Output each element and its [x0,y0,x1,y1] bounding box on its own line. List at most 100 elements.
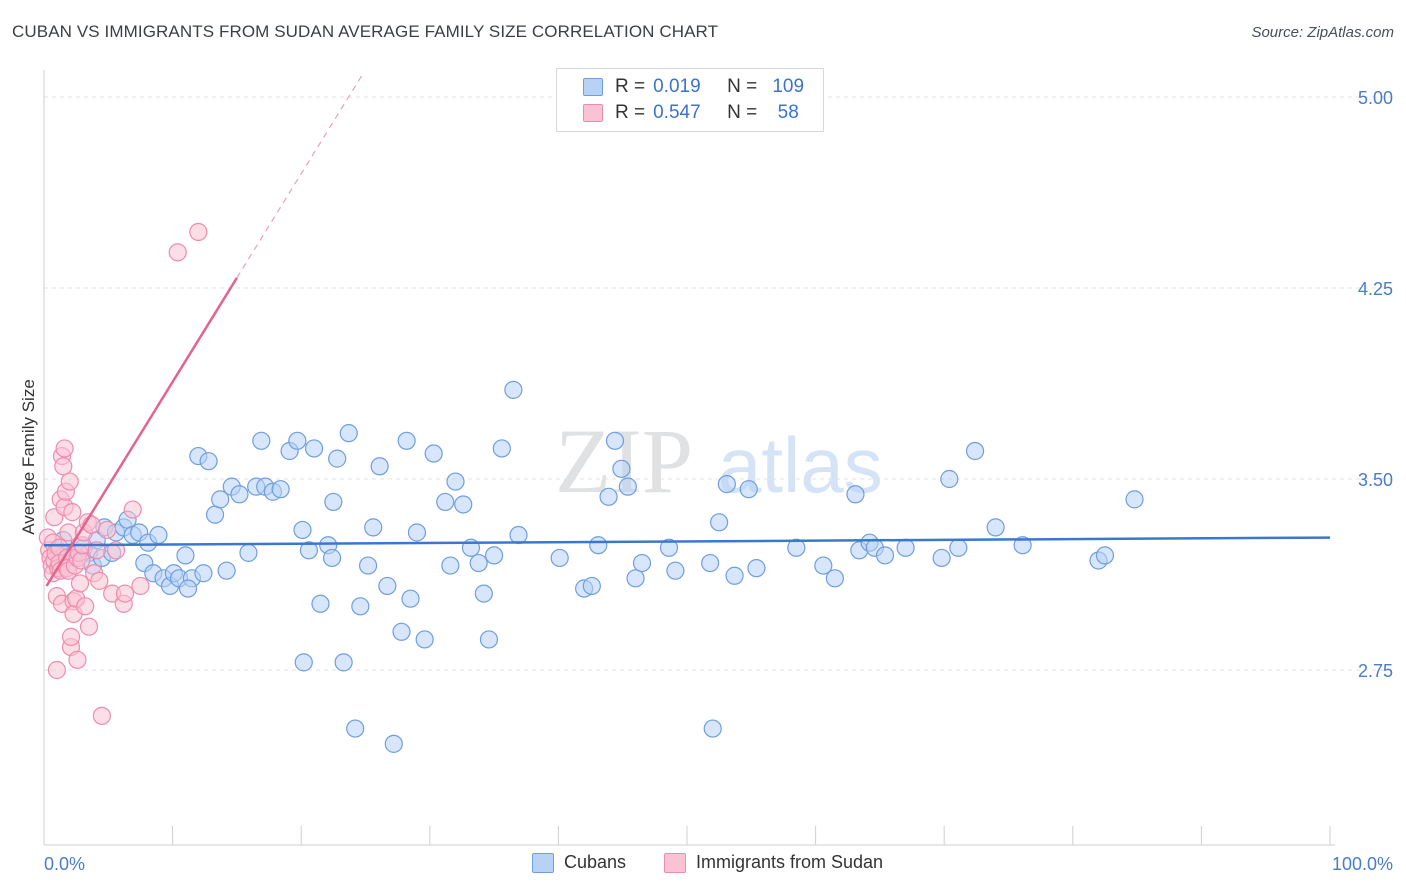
y-tick-label: 2.75 [1358,661,1393,681]
legend-r-label: R = [615,102,646,123]
point-cubans [701,553,720,573]
point-cubans [504,380,523,399]
point-cubans [875,546,895,565]
point-sudan [72,551,91,570]
point-cubans [659,538,679,557]
point-sudan [47,660,66,680]
y-tick-label: 3.50 [1358,470,1393,490]
legend-swatch-cubans [583,78,603,96]
point-cubans [446,472,465,491]
point-cubans [176,546,195,565]
point-cubans [747,559,766,578]
point-sudan [168,243,187,262]
point-sudan [115,584,135,603]
point-cubans [294,653,313,672]
point-cubans [149,525,168,545]
point-cubans [178,579,198,598]
point-cubans [485,546,504,565]
point-cubans [703,719,722,738]
point-cubans [932,548,951,568]
point-cubans [436,492,455,512]
point-cubans [211,490,230,509]
point-cubans [612,459,631,478]
point-cubans [474,584,493,603]
point-sudan [70,574,90,593]
point-cubans [339,424,358,443]
point-cubans [392,622,411,641]
point-cubans [407,523,427,542]
point-cubans [299,541,319,560]
point-cubans [1095,546,1115,565]
bottom-legend-swatch-sudan [664,852,686,873]
chart-source: Source: ZipAtlas.com [1251,24,1394,41]
series-cubans [49,380,1144,753]
y-axis-label: Average Family Size [19,379,38,535]
point-cubans [441,556,460,575]
legend-n-label: N = [727,102,758,123]
axes [43,70,1335,846]
y-tick-label: 5.00 [1358,88,1393,108]
point-cubans [424,444,443,463]
point-cubans [787,538,806,557]
bottom-legend-label-sudan: Immigrants from Sudan [696,852,884,872]
point-cubans [239,543,258,562]
point-cubans [710,513,729,532]
trend-line-sudan-extrapolated [236,75,363,279]
point-sudan [92,706,111,725]
point-cubans [364,518,383,537]
point-cubans [582,576,601,596]
point-cubans [293,520,312,540]
point-cubans [324,492,343,512]
series-sudan [38,222,208,725]
point-cubans [1013,536,1032,555]
trend-line-cubans [43,536,1331,547]
trend-lines [43,75,1331,587]
point-cubans [217,561,236,580]
point-cubans [252,431,271,450]
stats-legend: R = 0.019 N = 109 R = 0.547 N = 58 [556,68,824,132]
point-sudan [60,472,79,491]
point-sudan [123,500,142,519]
point-sudan [189,222,208,242]
point-cubans [288,431,307,450]
point-cubans [334,653,353,672]
point-cubans [825,569,844,588]
grid-lines [44,96,1392,671]
point-cubans [949,538,968,557]
point-cubans [230,485,249,504]
legend-r-value: 0.019 [653,76,701,97]
point-cubans [205,505,225,524]
point-cubans [940,469,959,489]
point-cubans [492,439,511,458]
legend-n-value: 58 [777,102,799,123]
point-cubans [1125,490,1144,509]
point-cubans [194,564,213,583]
point-sudan [59,523,78,542]
point-sudan [76,597,95,616]
point-cubans [666,561,685,580]
legend-n-value: 109 [772,76,805,97]
y-axis-ticks: 5.00 4.25 3.50 2.75 [1358,88,1393,681]
point-cubans [717,474,736,494]
point-cubans [328,449,347,468]
legend-swatch-sudan [583,104,603,122]
point-cubans [271,480,290,499]
point-sudan [90,571,109,590]
point-cubans [725,566,744,585]
point-cubans [599,487,618,506]
point-sudan [68,650,87,669]
bottom-legend-sudan: Immigrants from Sudan [664,852,883,873]
point-cubans [378,576,397,596]
point-cubans [605,431,625,450]
point-cubans [199,452,218,471]
point-cubans [550,548,569,568]
point-cubans [632,553,652,573]
point-cubans [397,431,416,450]
point-cubans [311,594,330,613]
point-cubans [814,556,833,575]
point-cubans [986,518,1005,537]
point-cubans [346,719,365,738]
point-sudan [79,617,99,636]
x-tick-label-left: 0.0% [44,854,85,874]
